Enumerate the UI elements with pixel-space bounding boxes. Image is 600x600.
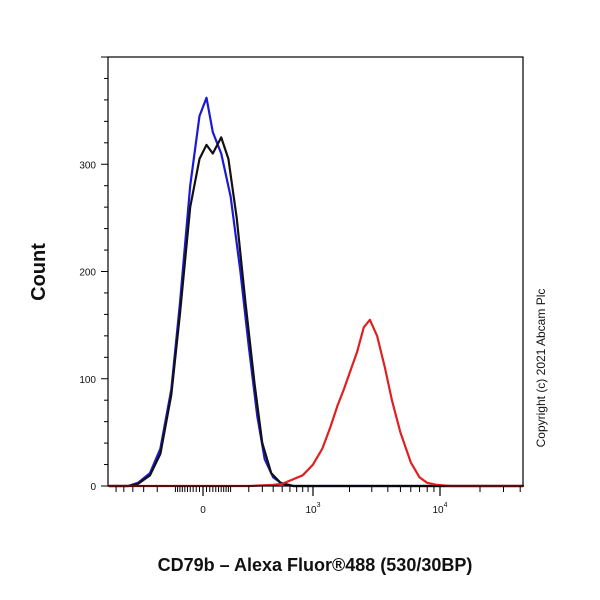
series-line-red	[108, 318, 525, 488]
y-tick-label: 200	[79, 268, 96, 279]
x-axis-title: CD79b – Alexa Fluor®488 (530/30BP)	[158, 555, 473, 575]
series-layer	[108, 96, 525, 488]
copyright-notice: Copyright (c) 2021 Abcam Plc	[534, 289, 548, 448]
y-tick-label: 100	[79, 375, 96, 386]
y-axis-title: Count	[28, 243, 50, 301]
y-tick-label: 0	[90, 482, 96, 493]
y-axis: 0 100 200 300	[79, 56, 108, 493]
x-tick-label: 104	[432, 502, 447, 516]
x-axis: 0 103 104	[115, 486, 521, 516]
x-tick-label: 0	[200, 505, 206, 516]
plot-frame	[107, 56, 524, 487]
y-tick-label: 300	[79, 160, 96, 171]
series-line-black	[108, 136, 525, 488]
x-tick-label: 103	[305, 502, 320, 516]
series-line-blue	[108, 96, 525, 488]
